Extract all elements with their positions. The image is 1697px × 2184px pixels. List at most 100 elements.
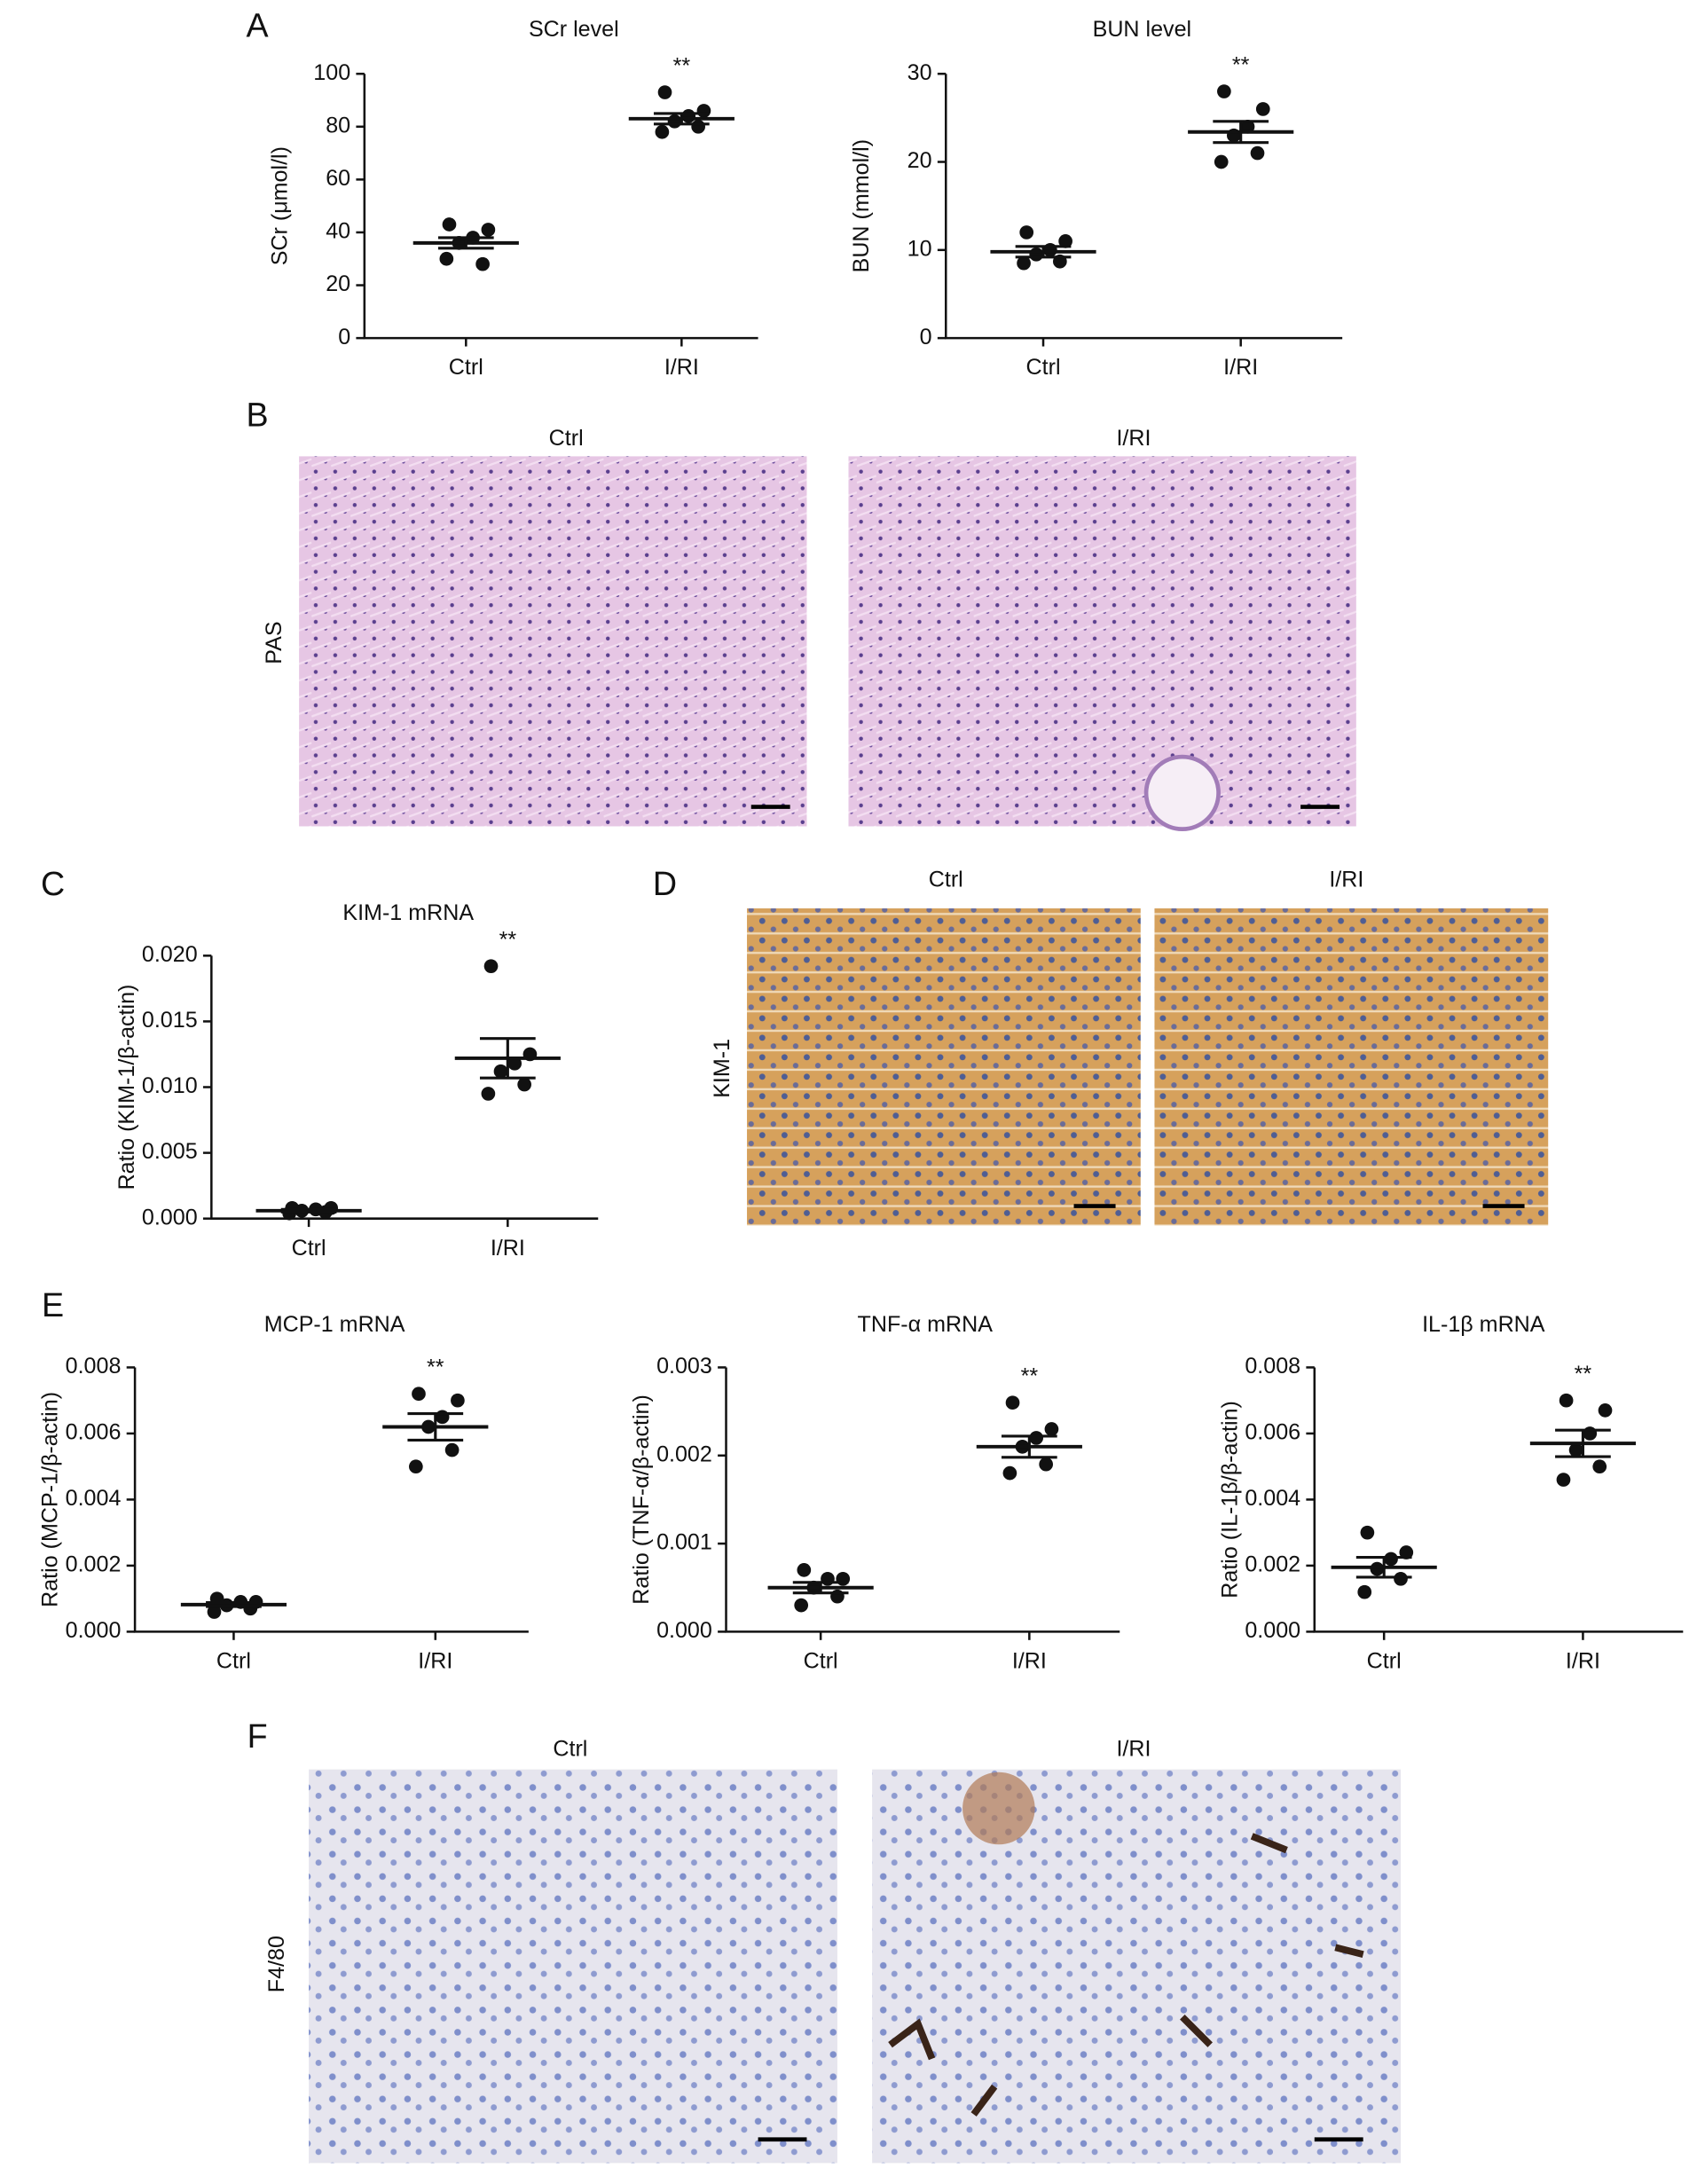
x-tick-label: I/RI	[664, 355, 699, 380]
y-axis-label: Ratio (KIM-1/β-actin)	[114, 985, 139, 1190]
data-point	[442, 217, 457, 232]
y-tick-label: 0.002	[1245, 1552, 1300, 1577]
y-tick-label: 0.000	[66, 1618, 122, 1643]
significance: **	[499, 928, 517, 953]
y-tick-label: 0.008	[1245, 1354, 1300, 1379]
stained-cells	[888, 1833, 1364, 2117]
error-bar	[792, 1581, 849, 1595]
data-point	[1399, 1545, 1414, 1559]
axis-line	[133, 1367, 529, 1633]
chart-title: SCr level	[529, 17, 619, 42]
y-tick-label: 0.008	[66, 1354, 122, 1379]
glomerulus	[962, 1772, 1035, 1845]
data-point	[1217, 84, 1231, 98]
data-point	[451, 1393, 465, 1408]
data-point	[1029, 1431, 1044, 1445]
error-bar	[1213, 120, 1269, 145]
data-point	[1039, 1457, 1054, 1472]
data-point	[657, 85, 672, 99]
micrograph	[747, 908, 1141, 1226]
error-bar	[479, 1037, 536, 1080]
stain-label: PAS	[262, 621, 287, 664]
data-point	[475, 256, 490, 271]
x-tick-label: Ctrl	[292, 1236, 326, 1261]
data-point	[797, 1563, 812, 1577]
data-point	[1556, 1473, 1571, 1487]
micrograph	[299, 456, 807, 827]
x-tick-label: I/RI	[491, 1236, 525, 1261]
stain-label: F4/80	[264, 1936, 289, 1992]
data-point	[483, 959, 499, 974]
x-tick-label: I/RI	[1012, 1649, 1047, 1674]
data-point	[1357, 1584, 1372, 1599]
significance: **	[1232, 52, 1250, 77]
chart-title: TNF-α mRNA	[858, 1312, 994, 1337]
data-point	[412, 1387, 426, 1402]
y-tick-label: 0.003	[656, 1354, 712, 1379]
y-tick-label: 0.000	[1245, 1618, 1300, 1643]
data-point	[1360, 1525, 1375, 1540]
data-point	[444, 1442, 460, 1457]
data-point	[1044, 1422, 1059, 1436]
group-label: Ctrl	[929, 867, 963, 892]
data-point	[667, 114, 682, 129]
y-tick-label: 0.000	[142, 1205, 198, 1229]
y-tick-label: 0.015	[142, 1008, 198, 1033]
panel-letter: D	[653, 865, 677, 902]
group-label: I/RI	[1329, 867, 1363, 892]
data-point	[794, 1598, 809, 1613]
y-tick-label: 80	[326, 113, 350, 137]
data-point	[435, 1410, 450, 1425]
data-point	[1058, 234, 1072, 248]
data-point	[1598, 1403, 1613, 1418]
significance: **	[427, 1355, 444, 1380]
y-tick-label: 0.002	[656, 1442, 712, 1466]
y-tick-label: 0.005	[142, 1139, 198, 1164]
significance: **	[673, 53, 691, 78]
data-point	[1005, 1395, 1020, 1410]
data-point	[1559, 1393, 1574, 1408]
chart-title: IL-1β mRNA	[1422, 1312, 1545, 1337]
glomerulus	[1143, 754, 1221, 831]
y-axis-label: SCr (μmol/l)	[267, 146, 292, 265]
y-tick-label: 60	[326, 166, 350, 191]
data-point	[1029, 247, 1044, 262]
data-point	[1002, 1465, 1017, 1481]
group-label: I/RI	[1116, 1736, 1151, 1761]
y-tick-label: 0.004	[1245, 1486, 1300, 1511]
y-tick-label: 0.006	[1245, 1420, 1300, 1445]
data-point	[517, 1077, 531, 1092]
data-point	[1592, 1459, 1607, 1474]
x-tick-label: I/RI	[1566, 1649, 1600, 1674]
x-tick-label: Ctrl	[804, 1649, 838, 1674]
data-point	[1255, 102, 1270, 116]
y-tick-label: 0.000	[656, 1618, 712, 1643]
group-label: Ctrl	[553, 1736, 587, 1761]
y-axis-label: BUN (mmol/l)	[849, 139, 874, 272]
panel-letter: B	[247, 396, 269, 433]
axis-line	[210, 955, 599, 1220]
y-tick-label: 100	[313, 60, 350, 85]
data-point	[481, 1087, 496, 1101]
panel-letter: E	[42, 1286, 64, 1324]
axis-line	[725, 1367, 1120, 1633]
micrograph	[1154, 908, 1549, 1226]
data-point	[439, 251, 454, 266]
panel-letter: F	[247, 1717, 268, 1755]
data-point	[207, 1605, 222, 1619]
stain-label: KIM-1	[710, 1039, 735, 1098]
data-point	[655, 124, 670, 139]
data-point	[1583, 1426, 1598, 1441]
y-tick-label: 0.002	[66, 1552, 122, 1577]
panel-letter: C	[41, 865, 65, 902]
x-tick-label: Ctrl	[1026, 355, 1061, 380]
data-point	[1250, 145, 1265, 161]
micrograph	[848, 456, 1356, 827]
y-axis-label: Ratio (IL-1β/β-actin)	[1217, 1401, 1242, 1599]
y-tick-label: 20	[326, 271, 350, 296]
error-bar	[437, 236, 494, 250]
x-tick-label: Ctrl	[1367, 1649, 1402, 1674]
micrograph	[309, 1769, 837, 2164]
